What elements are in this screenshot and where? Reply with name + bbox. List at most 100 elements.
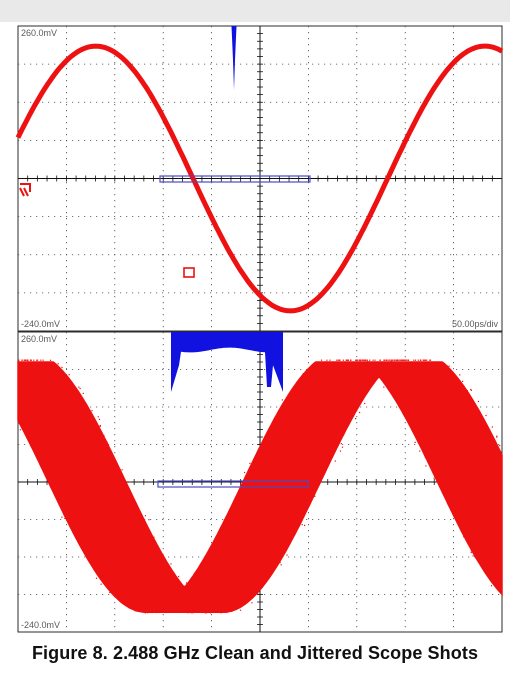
jitter-dot (204, 612, 206, 614)
jitter-dot (298, 423, 300, 425)
jitter-dot (236, 577, 238, 579)
jitter-dot (335, 381, 337, 383)
jitter-dot (145, 553, 147, 555)
jitter-dot (292, 517, 294, 519)
jitter-dot (334, 460, 336, 462)
jitter-dot (403, 384, 405, 386)
jitter-dot (407, 387, 409, 389)
jitter-dot (238, 504, 240, 506)
jitter-dot (497, 462, 499, 465)
jitter-dot (434, 449, 436, 451)
jitter-dot (108, 550, 110, 552)
jitter-dot (364, 393, 366, 395)
jitter-dot (221, 594, 223, 596)
jitter-dot (444, 389, 446, 391)
jitter-dot (187, 612, 189, 614)
jitter-dot (246, 559, 248, 561)
jitter-dot (96, 570, 98, 572)
jitter-dot (18, 359, 20, 361)
jitter-dot (385, 359, 387, 361)
jittered-y-bottom-label: -240.0mV (21, 620, 60, 630)
jitter-dot (249, 491, 251, 493)
jitter-dot (112, 505, 115, 507)
jitter-dot (245, 477, 247, 479)
jitter-dot (459, 374, 461, 376)
jitter-dot (134, 610, 136, 612)
jitter-dot (246, 547, 248, 549)
jitter-dot (433, 477, 435, 479)
jitter-dot (429, 359, 431, 361)
jitter-dot (195, 608, 197, 611)
jitter-dot (304, 524, 306, 526)
jitter-dot (147, 573, 149, 575)
jitter-dot (151, 601, 153, 603)
jitter-dot (58, 477, 60, 479)
jitter-dot (239, 609, 242, 611)
jitter-dot (219, 564, 221, 566)
jitter-dot (188, 607, 190, 609)
jitter-dot (482, 497, 484, 499)
jitter-dot (235, 570, 237, 572)
jitter-dot (185, 606, 187, 608)
jitter-dot (160, 588, 162, 590)
jitter-dot (63, 449, 66, 451)
jitter-dot (189, 606, 191, 608)
jitter-dot (313, 484, 315, 486)
jitter-dot (191, 576, 194, 578)
jitter-dot (192, 612, 194, 614)
jitter-dot (205, 612, 208, 614)
jitter-dot (64, 406, 66, 408)
jitter-dot (400, 359, 402, 361)
jitter-dot (87, 432, 90, 434)
jitter-dot (445, 457, 447, 459)
jitter-dot (496, 435, 498, 437)
clean-y-top-label: 260.0mV (21, 28, 57, 38)
jitter-dot (251, 602, 253, 604)
jitter-dot (99, 450, 101, 452)
jitter-dot (99, 562, 101, 564)
jitter-dot (332, 451, 334, 453)
jitter-dot (78, 481, 80, 483)
jitter-dot (194, 609, 196, 611)
jitter-dot (222, 601, 225, 603)
jitter-dot (470, 516, 472, 518)
jitter-dot (250, 565, 252, 567)
jitter-dot (74, 443, 76, 446)
jitter-dot (339, 377, 341, 379)
jitter-dot (26, 410, 28, 412)
jitter-dot (216, 603, 218, 606)
jitter-dot (18, 364, 20, 366)
clean-measurement-window (159, 175, 311, 183)
jitter-dot (90, 431, 92, 433)
jitter-dot (293, 487, 295, 489)
jitter-dot (399, 401, 401, 403)
jitter-dot (131, 599, 133, 601)
jitter-dot (254, 484, 256, 486)
jitter-dot (209, 559, 212, 561)
jitter-dot (441, 409, 443, 411)
jitter-dot (359, 359, 361, 361)
jitter-dot (300, 400, 302, 402)
jitter-dot (426, 365, 428, 367)
jitter-dot (195, 586, 197, 588)
jitter-dot (179, 606, 181, 608)
jitter-dot (75, 520, 77, 522)
jitter-dot (336, 444, 339, 446)
jitter-dot (19, 429, 21, 431)
jitter-dot (322, 444, 324, 446)
jitter-dot (82, 529, 84, 531)
jitter-dot (165, 611, 167, 614)
jitter-dot (388, 363, 390, 365)
jitter-dot (109, 591, 111, 594)
jitter-dot (483, 559, 485, 561)
jitter-dot (301, 413, 303, 416)
jitter-dot (82, 513, 85, 515)
jitter-dot (400, 377, 402, 379)
jitter-dot (401, 359, 404, 361)
jitter-dot (293, 508, 295, 510)
jitter-dot (56, 495, 58, 497)
jittered-measurement-window (157, 480, 309, 488)
jitter-dot (173, 608, 175, 610)
jitter-dot (280, 564, 282, 566)
jitter-dot (184, 610, 186, 612)
